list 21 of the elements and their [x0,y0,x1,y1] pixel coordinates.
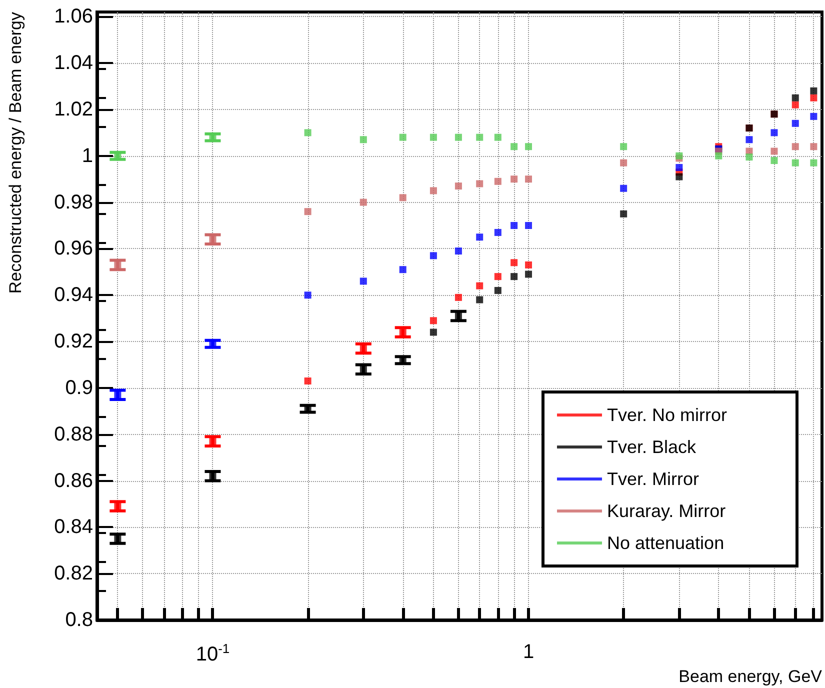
y-tick-label: 0.8 [65,609,93,631]
legend-label: No attenuation [606,533,724,553]
x-axis-title: Beam energy, GeV [678,667,823,686]
y-tick-label: 1 [82,144,93,167]
legend-label: Tver. Mirror [606,469,699,489]
y-tick-label: 0.86 [54,470,93,492]
legend-label: Tver. Black [606,437,698,457]
y-tick-label: 0.92 [54,330,93,353]
y-tick-label: 0.96 [54,238,93,260]
y-tick-label: 0.9 [65,376,93,399]
legend-label: Tver. No mirror [606,405,728,425]
y-tick-label: 0.98 [54,191,93,214]
legend-label: Kuraray. Mirror [606,501,726,521]
y-tick-label: 1.06 [54,6,93,28]
y-tick-label: 1.04 [54,52,93,74]
y-tick-label: 1.02 [54,98,93,120]
y-tick-label: 0.82 [54,562,93,585]
y-axis-title: Reconstructed energy / Beam energy [6,12,25,294]
y-tick-label: 0.88 [54,423,93,446]
y-tick-label: 0.94 [54,284,93,306]
y-tick-label: 0.84 [54,516,93,538]
